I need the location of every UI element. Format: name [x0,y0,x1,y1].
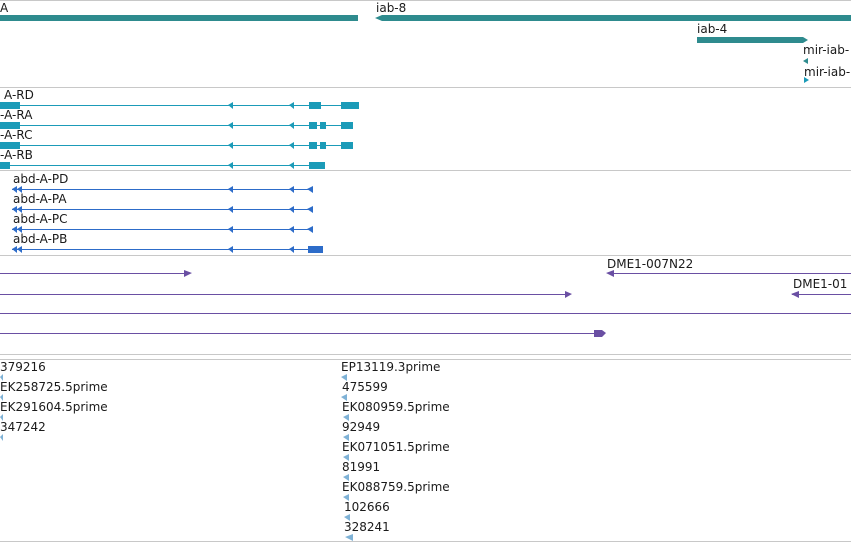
gene-mir1-arrow [803,58,808,64]
divider-gene-transcript [0,87,851,88]
transcripts-blue-glyphs [12,186,323,253]
est-label-right-1[interactable]: 475599 [342,380,388,394]
est-label-right-2[interactable]: EK080959.5prime [342,400,450,414]
est-label-left-3[interactable]: 347242 [0,420,46,434]
est-label-right-0[interactable]: EP13119.3prime [341,360,441,374]
protein-label-pa[interactable]: abd-A-PA [13,192,67,206]
protein-label-pd[interactable]: abd-A-PD [13,172,69,186]
gene-iab8-bar [375,15,851,21]
transcript-label-rc[interactable]: -A-RC [0,128,33,142]
divider-est-bottom [0,359,851,360]
gene-label-mir-iab-1[interactable]: mir-iab- [803,43,850,57]
gene-track-glyphs [0,15,851,83]
est-label-right-3[interactable]: 92949 [342,420,381,434]
transcript-label-ra[interactable]: -A-RA [0,108,33,122]
gene-label-a[interactable]: A [0,1,9,15]
purple-label-dme1-01[interactable]: DME1-01 [793,277,848,291]
gene-iab4-bar [697,37,808,43]
est-label-left-1[interactable]: EK258725.5prime [0,380,108,394]
est-label-left-0[interactable]: 379216 [0,360,46,374]
protein-label-pb[interactable]: abd-A-PB [13,232,68,246]
est-label-right-6[interactable]: EK088759.5prime [342,480,450,494]
est-track-glyphs [0,374,353,541]
divider-top [0,0,851,1]
est-label-right-7[interactable]: 102666 [344,500,390,514]
purple-label-dme1-007n22[interactable]: DME1-007N22 [607,257,694,271]
divider-purple-est [0,354,851,355]
gene-label-iab-4[interactable]: iab-4 [697,22,728,36]
transcript-label-rb[interactable]: -A-RB [0,148,33,162]
transcript-label-rd[interactable]: A-RD [4,88,34,102]
est-label-right-5[interactable]: 81991 [342,460,381,474]
protein-label-pc[interactable]: abd-A-PC [13,212,68,226]
transcripts-teal-glyphs [0,102,359,169]
gene-label-mir-iab-2[interactable]: mir-iab- [804,65,851,79]
est-label-right-8[interactable]: 328241 [344,520,390,534]
divider-protein-purple [0,255,851,256]
gene-a-bar [0,15,358,21]
divider-transcript-protein [0,170,851,171]
divider-bottom [0,541,851,542]
purple-track-glyphs [0,270,851,337]
gene-mir2-arrow [804,77,809,83]
gene-label-iab-8[interactable]: iab-8 [376,1,407,15]
est-label-right-4[interactable]: EK071051.5prime [342,440,450,454]
est-label-left-2[interactable]: EK291604.5prime [0,400,108,414]
